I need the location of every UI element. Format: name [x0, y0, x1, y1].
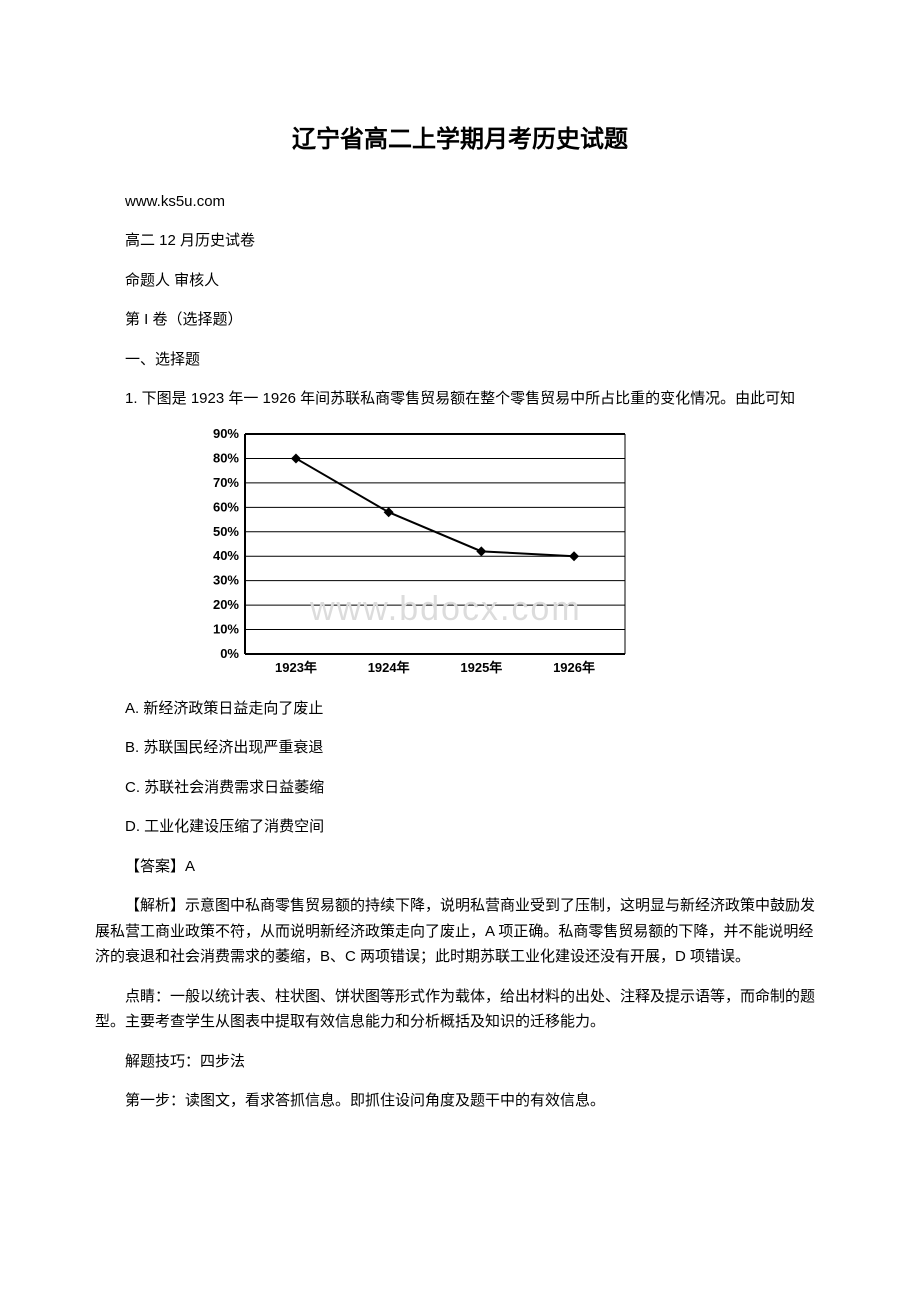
svg-text:50%: 50% [213, 524, 239, 539]
analysis: 【解析】示意图中私商零售贸易额的持续下降，说明私营商业受到了压制，这明显与新经济… [95, 893, 825, 970]
tip-3: 第一步：读图文，看求答抓信息。即抓住设问角度及题干中的有效信息。 [95, 1088, 825, 1114]
svg-text:10%: 10% [213, 621, 239, 636]
svg-text:30%: 30% [213, 572, 239, 587]
svg-text:80%: 80% [213, 450, 239, 465]
svg-text:60%: 60% [213, 499, 239, 514]
svg-text:20%: 20% [213, 597, 239, 612]
answer-line: 【答案】A [95, 854, 825, 880]
svg-text:90%: 90% [213, 426, 239, 441]
question-type-line: 一、选择题 [95, 347, 825, 373]
svg-text:1926年: 1926年 [553, 660, 595, 675]
option-c: C. 苏联社会消费需求日益萎缩 [95, 775, 825, 801]
option-a: A. 新经济政策日益走向了废止 [95, 696, 825, 722]
question-1-stem: 1. 下图是 1923 年一 1926 年间苏联私商零售贸易额在整个零售贸易中所… [95, 386, 825, 412]
url-line: www.ks5u.com [95, 189, 825, 215]
svg-text:1924年: 1924年 [368, 660, 410, 675]
tip-1: 点睛：一般以统计表、柱状图、饼状图等形式作为载体，给出材料的出处、注释及提示语等… [95, 984, 825, 1035]
option-b: B. 苏联国民经济出现严重衰退 [95, 735, 825, 761]
svg-text:1925年: 1925年 [460, 660, 502, 675]
line-chart: 0% 10% 20% 30% 40% 50% 60% 70% 80% 90% 1923年 1924年 1… [190, 426, 633, 682]
section-line: 第 I 卷（选择题） [95, 307, 825, 333]
chart-container: 0% 10% 20% 30% 40% 50% 60% 70% 80% 90% 1923年 1924年 1… [190, 426, 825, 682]
tip-2: 解题技巧：四步法 [95, 1049, 825, 1075]
page-title: 辽宁省高二上学期月考历史试题 [95, 120, 825, 161]
svg-text:1923年: 1923年 [275, 660, 317, 675]
svg-text:40%: 40% [213, 548, 239, 563]
svg-text:70%: 70% [213, 475, 239, 490]
authors-line: 命题人 审核人 [95, 268, 825, 294]
subtitle: 高二 12 月历史试卷 [95, 228, 825, 254]
option-d: D. 工业化建设压缩了消费空间 [95, 814, 825, 840]
svg-text:0%: 0% [220, 646, 239, 661]
